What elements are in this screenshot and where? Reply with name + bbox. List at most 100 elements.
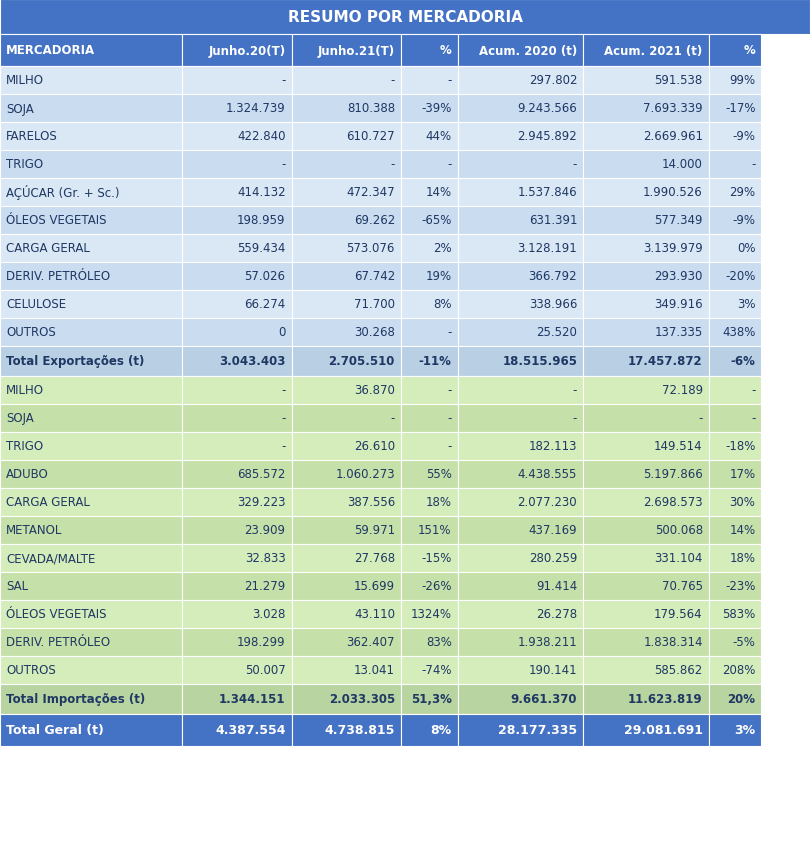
Bar xyxy=(583,628,709,657)
Text: SOJA: SOJA xyxy=(6,412,34,425)
Bar xyxy=(0,123,182,151)
Bar xyxy=(0,347,182,376)
Text: 17.457.872: 17.457.872 xyxy=(628,355,703,368)
Text: 83%: 83% xyxy=(426,636,452,649)
Text: 437.169: 437.169 xyxy=(529,524,578,537)
Text: 2.077.230: 2.077.230 xyxy=(518,496,578,509)
Bar xyxy=(458,151,583,179)
Bar xyxy=(458,207,583,235)
Text: -15%: -15% xyxy=(421,552,452,565)
Text: -: - xyxy=(447,159,452,171)
Text: 20%: 20% xyxy=(727,693,756,706)
Bar xyxy=(292,179,401,207)
Text: 585.862: 585.862 xyxy=(654,663,703,677)
Text: 5.197.866: 5.197.866 xyxy=(643,468,703,481)
Bar xyxy=(182,544,292,572)
Bar xyxy=(401,319,458,347)
Bar xyxy=(458,235,583,262)
Text: 3.128.191: 3.128.191 xyxy=(518,242,578,255)
Bar xyxy=(709,67,761,95)
Text: 70.765: 70.765 xyxy=(662,580,703,592)
Bar xyxy=(292,207,401,235)
Text: -17%: -17% xyxy=(725,102,756,116)
Bar xyxy=(182,404,292,432)
Bar xyxy=(0,67,182,95)
Bar xyxy=(709,376,761,404)
Bar xyxy=(709,684,761,714)
Bar xyxy=(182,572,292,600)
Text: -: - xyxy=(281,412,286,425)
Text: 3.139.979: 3.139.979 xyxy=(643,242,703,255)
Bar xyxy=(182,432,292,461)
Bar xyxy=(583,714,709,746)
Bar xyxy=(0,432,182,461)
Text: 91.414: 91.414 xyxy=(536,580,578,592)
Bar xyxy=(292,290,401,319)
Text: -: - xyxy=(447,440,452,453)
Text: 500.068: 500.068 xyxy=(654,524,703,537)
Text: 610.727: 610.727 xyxy=(347,130,395,143)
Bar xyxy=(401,35,458,67)
Text: 422.840: 422.840 xyxy=(237,130,286,143)
Bar xyxy=(182,123,292,151)
Bar xyxy=(292,544,401,572)
Text: 414.132: 414.132 xyxy=(237,187,286,199)
Bar xyxy=(458,67,583,95)
Text: -: - xyxy=(390,74,395,88)
Text: Total Importações (t): Total Importações (t) xyxy=(6,693,145,706)
Bar xyxy=(458,517,583,544)
Bar xyxy=(709,600,761,628)
Bar xyxy=(709,319,761,347)
Bar xyxy=(0,489,182,517)
Bar xyxy=(0,628,182,657)
Text: 67.742: 67.742 xyxy=(354,270,395,284)
Text: 293.930: 293.930 xyxy=(654,270,703,284)
Bar xyxy=(401,461,458,489)
Text: 573.076: 573.076 xyxy=(347,242,395,255)
Bar xyxy=(292,151,401,179)
Bar xyxy=(709,432,761,461)
Text: 1.060.273: 1.060.273 xyxy=(335,468,395,481)
Text: 27.768: 27.768 xyxy=(354,552,395,565)
Bar xyxy=(292,432,401,461)
Bar xyxy=(401,600,458,628)
Bar xyxy=(458,376,583,404)
Text: 21.279: 21.279 xyxy=(245,580,286,592)
Text: -23%: -23% xyxy=(725,580,756,592)
Text: 559.434: 559.434 xyxy=(237,242,286,255)
Text: 591.538: 591.538 xyxy=(654,74,703,88)
Bar xyxy=(292,714,401,746)
Bar xyxy=(458,657,583,684)
Text: 179.564: 179.564 xyxy=(654,608,703,621)
Bar xyxy=(182,35,292,67)
Bar xyxy=(709,347,761,376)
Bar xyxy=(182,376,292,404)
Bar xyxy=(401,572,458,600)
Text: 149.514: 149.514 xyxy=(654,440,703,453)
Text: 18%: 18% xyxy=(425,496,452,509)
Text: 198.959: 198.959 xyxy=(237,214,286,227)
Bar xyxy=(182,489,292,517)
Text: ADUBO: ADUBO xyxy=(6,468,49,481)
Text: -: - xyxy=(390,159,395,171)
Text: ÓLEOS VEGETAIS: ÓLEOS VEGETAIS xyxy=(6,214,106,227)
Bar xyxy=(709,262,761,290)
Text: 23.909: 23.909 xyxy=(245,524,286,537)
Text: -6%: -6% xyxy=(731,355,756,368)
Bar xyxy=(709,179,761,207)
Bar xyxy=(292,657,401,684)
Bar xyxy=(709,517,761,544)
Bar xyxy=(458,347,583,376)
Bar xyxy=(709,95,761,123)
Text: ÓLEOS VEGETAIS: ÓLEOS VEGETAIS xyxy=(6,608,106,621)
Bar xyxy=(401,262,458,290)
Text: -9%: -9% xyxy=(732,214,756,227)
Text: -: - xyxy=(281,440,286,453)
Bar xyxy=(182,95,292,123)
Bar xyxy=(709,35,761,67)
Text: 190.141: 190.141 xyxy=(529,663,578,677)
Bar xyxy=(0,657,182,684)
Bar xyxy=(583,544,709,572)
Bar xyxy=(583,572,709,600)
Text: 59.971: 59.971 xyxy=(354,524,395,537)
